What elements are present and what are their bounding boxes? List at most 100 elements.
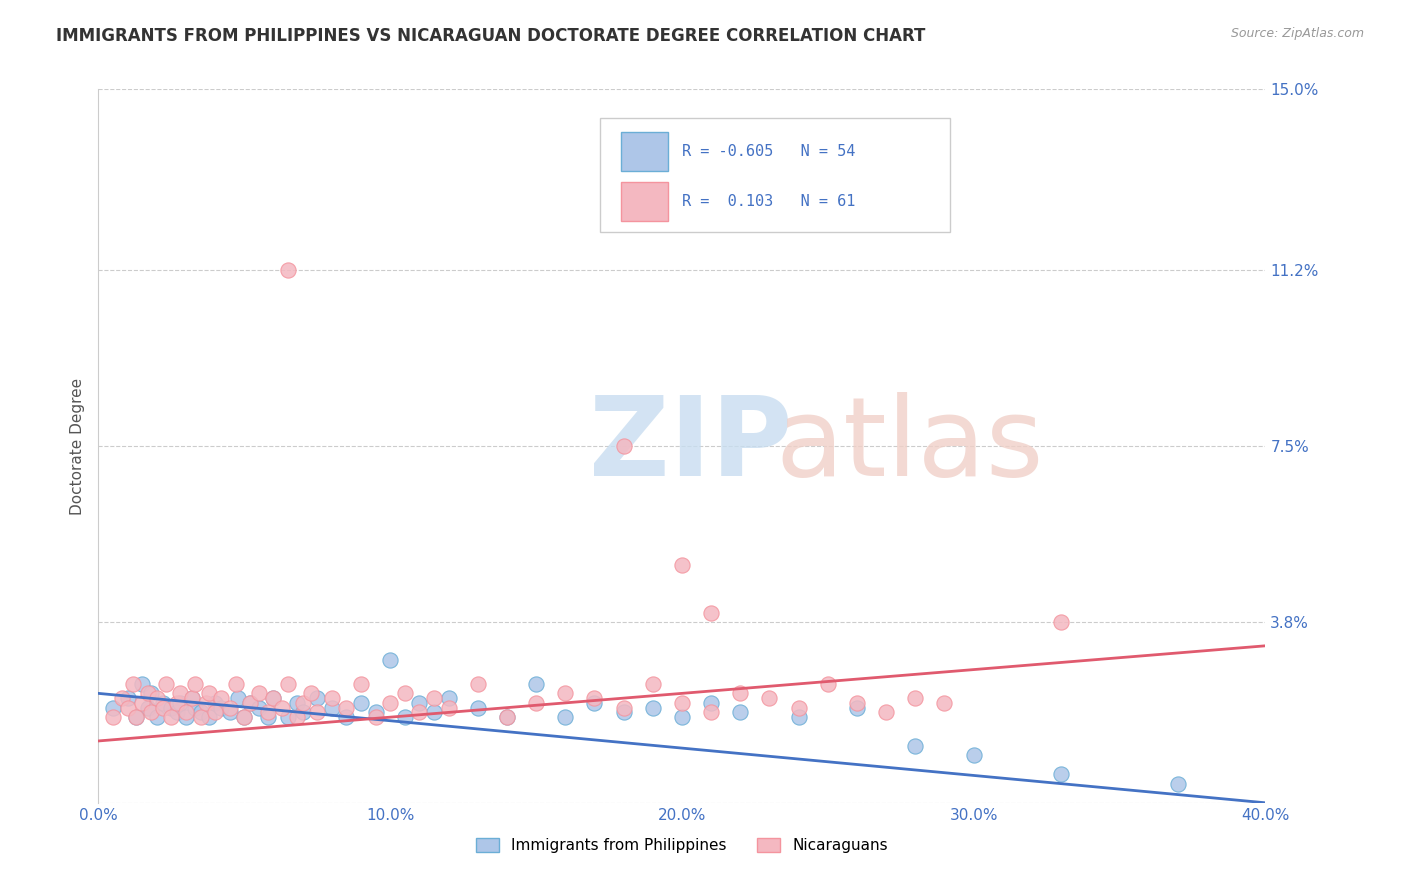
Point bbox=[146, 691, 169, 706]
Point bbox=[875, 706, 897, 720]
Point bbox=[408, 706, 430, 720]
Point bbox=[180, 691, 202, 706]
Point bbox=[169, 696, 191, 710]
Point bbox=[136, 686, 159, 700]
Point bbox=[307, 691, 329, 706]
Point bbox=[180, 691, 202, 706]
FancyBboxPatch shape bbox=[621, 182, 668, 221]
Point bbox=[239, 696, 262, 710]
Point bbox=[1167, 777, 1189, 791]
Point bbox=[380, 696, 402, 710]
Point bbox=[256, 710, 278, 724]
Point bbox=[125, 710, 148, 724]
Point bbox=[641, 700, 664, 714]
Text: atlas: atlas bbox=[775, 392, 1043, 500]
Text: Source: ZipAtlas.com: Source: ZipAtlas.com bbox=[1230, 27, 1364, 40]
Point bbox=[524, 677, 547, 691]
Point bbox=[285, 696, 308, 710]
Point bbox=[467, 700, 489, 714]
Point bbox=[209, 700, 232, 714]
Point bbox=[139, 706, 162, 720]
Point bbox=[111, 691, 134, 706]
Point bbox=[700, 706, 723, 720]
Point bbox=[174, 710, 197, 724]
Point bbox=[262, 691, 284, 706]
Point bbox=[204, 706, 226, 720]
Point bbox=[904, 691, 927, 706]
Point bbox=[321, 691, 343, 706]
Point bbox=[1050, 615, 1073, 629]
Point bbox=[169, 686, 191, 700]
Point bbox=[152, 696, 174, 710]
Point bbox=[335, 700, 357, 714]
Point bbox=[155, 677, 177, 691]
Point bbox=[166, 696, 188, 710]
Point bbox=[496, 710, 519, 724]
Text: R =  0.103   N = 61: R = 0.103 N = 61 bbox=[682, 194, 855, 210]
Point bbox=[671, 696, 693, 710]
Point bbox=[583, 696, 606, 710]
Point bbox=[758, 691, 780, 706]
Point bbox=[641, 677, 664, 691]
Point bbox=[228, 691, 250, 706]
Point bbox=[183, 677, 205, 691]
Point bbox=[117, 691, 139, 706]
Point bbox=[146, 710, 169, 724]
Point bbox=[904, 739, 927, 753]
Point bbox=[247, 700, 270, 714]
Point bbox=[612, 706, 634, 720]
Point bbox=[612, 700, 634, 714]
Point bbox=[554, 710, 576, 724]
Point bbox=[787, 700, 810, 714]
Point bbox=[160, 700, 183, 714]
Point bbox=[209, 691, 232, 706]
Point bbox=[166, 706, 188, 720]
Text: ZIP: ZIP bbox=[589, 392, 792, 500]
Point bbox=[524, 696, 547, 710]
Point bbox=[122, 677, 145, 691]
Point bbox=[195, 696, 218, 710]
Point bbox=[218, 706, 240, 720]
Point bbox=[730, 686, 752, 700]
Point bbox=[335, 710, 357, 724]
Point bbox=[225, 677, 247, 691]
Point bbox=[291, 696, 314, 710]
Point bbox=[364, 706, 387, 720]
Point bbox=[125, 710, 148, 724]
Point bbox=[423, 691, 446, 706]
Point bbox=[437, 691, 460, 706]
Point bbox=[174, 706, 197, 720]
Point bbox=[101, 700, 124, 714]
Point bbox=[394, 710, 416, 724]
Point bbox=[256, 706, 278, 720]
Point bbox=[846, 696, 869, 710]
FancyBboxPatch shape bbox=[600, 118, 950, 232]
Point bbox=[700, 696, 723, 710]
Point bbox=[408, 696, 430, 710]
Point bbox=[394, 686, 416, 700]
Point bbox=[612, 439, 634, 453]
Point bbox=[271, 700, 294, 714]
Point bbox=[554, 686, 576, 700]
Point bbox=[183, 700, 205, 714]
Text: R = -0.605   N = 54: R = -0.605 N = 54 bbox=[682, 145, 855, 160]
Point bbox=[299, 686, 322, 700]
Point bbox=[671, 710, 693, 724]
Point bbox=[962, 748, 984, 763]
FancyBboxPatch shape bbox=[621, 132, 668, 171]
Point bbox=[198, 710, 221, 724]
Point bbox=[131, 696, 153, 710]
Y-axis label: Doctorate Degree: Doctorate Degree bbox=[69, 377, 84, 515]
Point bbox=[239, 696, 262, 710]
Point bbox=[136, 700, 159, 714]
Point bbox=[277, 710, 299, 724]
Point bbox=[190, 706, 212, 720]
Point bbox=[160, 710, 183, 724]
Point bbox=[423, 706, 446, 720]
Point bbox=[117, 700, 139, 714]
Point bbox=[934, 696, 956, 710]
Point bbox=[233, 710, 256, 724]
Point bbox=[1050, 767, 1073, 781]
Point bbox=[307, 706, 329, 720]
Point bbox=[846, 700, 869, 714]
